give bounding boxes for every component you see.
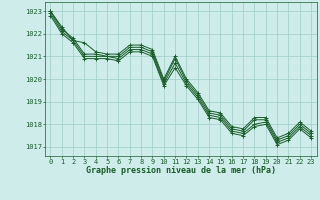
X-axis label: Graphe pression niveau de la mer (hPa): Graphe pression niveau de la mer (hPa) xyxy=(86,166,276,175)
